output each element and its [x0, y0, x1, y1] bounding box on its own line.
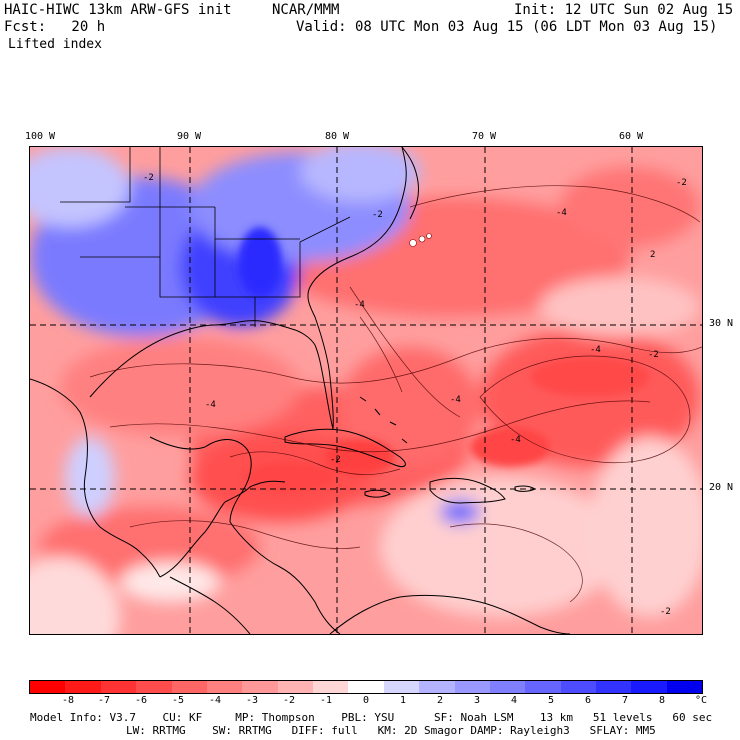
coastlines — [29, 146, 571, 635]
colorbar-swatch — [596, 681, 632, 693]
colorbar-swatch — [489, 681, 526, 693]
colorbar-tick: -3 — [245, 695, 259, 706]
colorbar-tick: -2 — [282, 695, 296, 706]
colorbar-tick: 7 — [621, 695, 629, 706]
lon-label-90w: 90 W — [176, 131, 202, 142]
colorbar-unit: °C — [695, 695, 708, 706]
colorbar-tick: 1 — [399, 695, 407, 706]
colorbar-swatch — [171, 681, 207, 693]
colorbar-swatch — [454, 681, 490, 693]
colorbar-swatch — [242, 681, 278, 693]
colorbar-tick: -7 — [97, 695, 111, 706]
contour-label: -2 — [660, 607, 671, 617]
contour-label: -2 — [330, 455, 341, 465]
contour-label: -2 — [372, 210, 383, 220]
lon-label-100w: 100 W — [24, 131, 56, 142]
field-name: Lifted index — [8, 37, 102, 52]
lat-label-30n: 30 N — [709, 318, 734, 329]
contour-label: -4 — [556, 208, 567, 218]
model-info-line-2: LW: RRTMG SW: RRTMG DIFF: full KM: 2D Sm… — [126, 724, 656, 737]
contours — [89, 185, 703, 603]
lifted-index-map: -2 -2 -4 -2 2 -4 -2 -4 -2 -4 -4 -4 -2 — [0, 142, 710, 677]
colorbar-swatch — [65, 681, 101, 693]
colorbar-swatch — [348, 681, 384, 693]
colorbar-tick: 5 — [547, 695, 555, 706]
colorbar-swatch — [30, 681, 66, 693]
colorbar-tick: -6 — [134, 695, 148, 706]
colorbar-swatch — [313, 681, 349, 693]
field-detail — [238, 227, 650, 492]
lon-label-80w: 80 W — [324, 131, 350, 142]
colorbar-swatch — [525, 681, 561, 693]
contour-labels: -2 -2 -4 -2 2 -4 -2 -4 -2 -4 -4 -4 -2 — [143, 173, 687, 617]
colorbar-swatch — [419, 681, 455, 693]
colorbar-tick: -4 — [208, 695, 222, 706]
organization: NCAR/MMM — [272, 2, 340, 18]
lon-label-70w: 70 W — [471, 131, 497, 142]
lat-label-20n: 20 N — [709, 482, 734, 493]
colorbar-tick: 0 — [362, 695, 370, 706]
colorbar-tick: 8 — [658, 695, 666, 706]
colorbar-tick: 2 — [436, 695, 444, 706]
contour-label: -4 — [354, 300, 365, 310]
contour-label: -2 — [676, 178, 687, 188]
colorbar-swatch — [206, 681, 243, 693]
colorbar-tick: 3 — [473, 695, 481, 706]
contour-label: -2 — [648, 350, 659, 360]
contour-label: -4 — [450, 395, 461, 405]
forecast-hour: Fcst: 20 h — [4, 19, 106, 35]
colorbar-swatch — [383, 681, 420, 693]
contour-label: -2 — [143, 173, 154, 183]
contour-label: -4 — [590, 345, 601, 355]
contour-label: -4 — [205, 400, 216, 410]
lon-label-60w: 60 W — [618, 131, 644, 142]
storm-cells — [409, 233, 432, 247]
run-title: HAIC-HIWC 13km ARW-GFS init — [4, 2, 232, 18]
colorbar-tick: -8 — [61, 695, 75, 706]
colorbar-swatch — [560, 681, 596, 693]
model-info-line-1: Model Info: V3.7 CU: KF MP: Thompson PBL… — [30, 711, 713, 724]
colorbar-swatch — [136, 681, 172, 693]
colorbar-tick: 6 — [584, 695, 592, 706]
colorbar-tick: -5 — [171, 695, 185, 706]
colorbar — [29, 680, 703, 694]
valid-time: Valid: 08 UTC Mon 03 Aug 15 (06 LDT Mon … — [296, 19, 718, 35]
colorbar-tick: -1 — [319, 695, 333, 706]
colorbar-swatch — [666, 681, 703, 693]
colorbar-swatch — [277, 681, 313, 693]
contour-label: 2 — [650, 250, 655, 260]
colorbar-tick: 4 — [510, 695, 518, 706]
map-canvas: -2 -2 -4 -2 2 -4 -2 -4 -2 -4 -4 -4 -2 — [0, 142, 710, 677]
init-time: Init: 12 UTC Sun 02 Aug 15 — [514, 2, 734, 18]
contour-label: -4 — [510, 435, 521, 445]
colorbar-swatch — [631, 681, 667, 693]
colorbar-swatch — [100, 681, 137, 693]
